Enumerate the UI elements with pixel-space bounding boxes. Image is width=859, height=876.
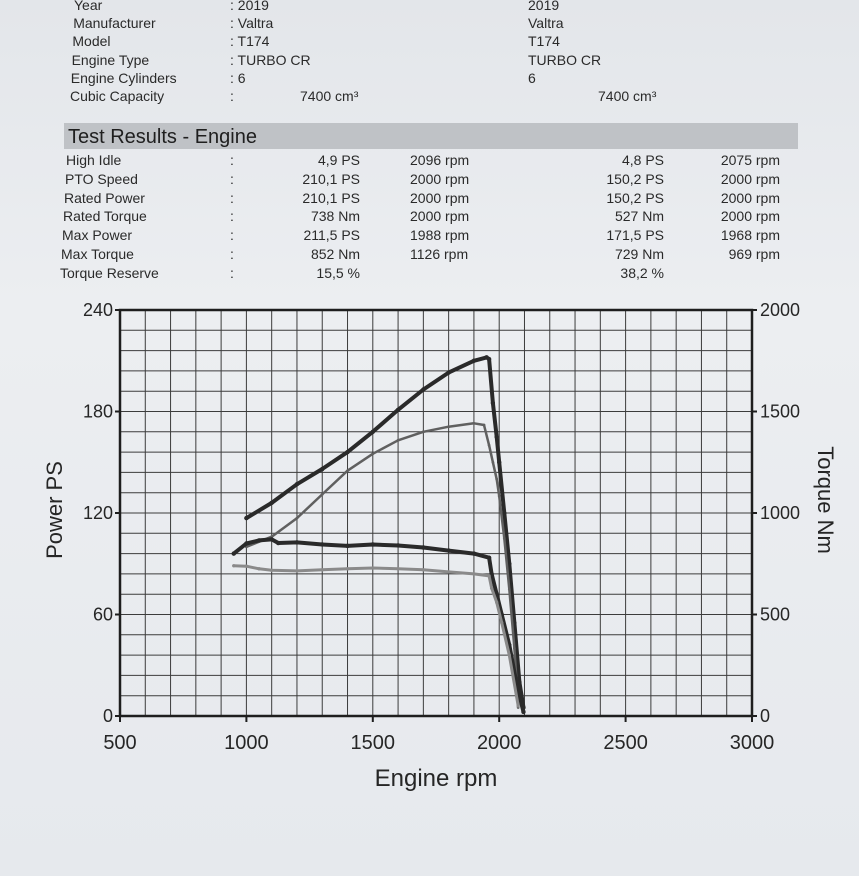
section-banner — [64, 123, 798, 149]
result-colon: : — [230, 227, 234, 244]
result-value-c: 4,8 PS — [621, 152, 664, 168]
result-colon: : — [230, 189, 234, 206]
result-value-a: 211,5 PS — [303, 227, 360, 244]
result-label: Rated Torque — [63, 208, 147, 225]
result-value-b: 1126 rpm — [410, 246, 469, 262]
result-value-d: 969 rpm — [728, 246, 780, 262]
spec-value-2: 6 — [528, 69, 536, 86]
result-label: High Idle — [66, 152, 122, 168]
result-colon: : — [230, 170, 234, 187]
spec-label: Year — [74, 0, 103, 13]
result-value-d: 2075 rpm — [720, 152, 780, 168]
result-value-b: 2096 rpm — [410, 152, 470, 168]
spec-value-1b: 7400 cm³ — [300, 88, 359, 104]
spec-value-2: 2019 — [528, 0, 560, 13]
result-value-d: 2000 rpm — [720, 189, 780, 206]
spec-value-1: : T174 — [230, 33, 270, 50]
result-value-b: 2000 rpm — [410, 189, 470, 206]
spec-label: Cubic Capacity — [70, 88, 165, 104]
result-value-a: 15,5 % — [316, 264, 360, 281]
result-value-b: 1988 rpm — [410, 227, 470, 244]
spec-label: Engine Type — [71, 51, 150, 68]
spec-value-2: T174 — [528, 33, 560, 50]
result-value-a: 4,9 PS — [317, 152, 360, 168]
spec-value-2: Valtra — [528, 15, 564, 32]
result-value-b: 2000 rpm — [410, 170, 470, 187]
result-colon: : — [230, 208, 234, 225]
result-value-c: 150,2 PS — [606, 170, 664, 187]
result-value-b: 2000 rpm — [410, 208, 470, 225]
result-value-a: 852 Nm — [310, 246, 360, 262]
result-value-d: 1968 rpm — [720, 227, 780, 244]
result-value-c: 729 Nm — [614, 246, 664, 262]
spec-value-1: : Valtra — [230, 15, 274, 32]
result-label: PTO Speed — [65, 170, 138, 187]
result-value-a: 210,1 PS — [302, 189, 360, 206]
result-value-c: 38,2 % — [620, 264, 664, 281]
spec-label: Engine Cylinders — [70, 69, 177, 86]
result-value-c: 150,2 PS — [606, 189, 664, 206]
spec-value-1: : TURBO CR — [230, 51, 311, 68]
spec-label: Model — [72, 33, 111, 50]
spec-value-2: 7400 cm³ — [598, 88, 657, 104]
result-value-a: 210,1 PS — [302, 170, 360, 187]
result-value-a: 738 Nm — [310, 208, 360, 225]
result-colon: : — [230, 246, 234, 262]
result-value-c: 527 Nm — [614, 208, 664, 225]
result-colon: : — [230, 264, 234, 281]
result-label: Max Torque — [61, 246, 134, 262]
result-value-d: 2000 rpm — [720, 208, 780, 225]
result-label: Max Power — [62, 227, 133, 244]
result-label: Torque Reserve — [60, 264, 159, 281]
section-title: Test Results - Engine — [68, 126, 257, 148]
result-label: Rated Power — [64, 189, 145, 206]
result-value-c: 171,5 PS — [606, 227, 664, 244]
spec-value-1: : 6 — [230, 69, 246, 86]
spec-value-1: : 2019 — [230, 0, 269, 13]
spec-value-1: : — [230, 88, 234, 104]
result-value-d: 2000 rpm — [720, 170, 780, 187]
spec-label: Manufacturer — [73, 15, 156, 32]
result-colon: : — [230, 152, 234, 168]
spec-value-2: TURBO CR — [528, 51, 602, 68]
